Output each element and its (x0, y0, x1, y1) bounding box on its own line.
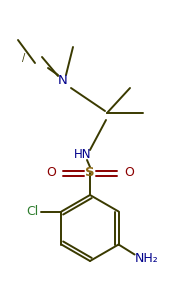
Text: N: N (58, 73, 68, 86)
Text: HN: HN (74, 149, 92, 162)
Text: /: / (22, 53, 26, 63)
Text: Cl: Cl (26, 205, 39, 218)
Text: NH₂: NH₂ (135, 252, 158, 265)
Text: O: O (46, 166, 56, 179)
Text: O: O (124, 166, 134, 179)
Text: S: S (85, 166, 95, 179)
